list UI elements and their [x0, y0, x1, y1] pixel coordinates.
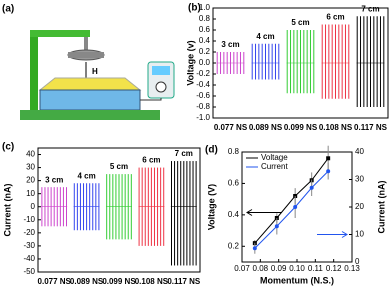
x-tick-label: 0.08 — [253, 264, 269, 273]
group-label: 7 cm — [361, 4, 379, 13]
group-label: 4 cm — [77, 171, 95, 180]
panel-label: (a) — [2, 4, 14, 15]
y-tick-label: -10 — [23, 215, 35, 224]
y-tick-label: -0.6 — [196, 91, 210, 100]
momentum-label: 0.117 NS — [167, 277, 201, 286]
y-tick-label: -20 — [23, 228, 35, 237]
device — [39, 89, 141, 111]
group-label: 7 cm — [175, 149, 193, 158]
momentum-label: 0.077 NS — [214, 123, 248, 132]
marker — [326, 156, 331, 161]
y-axis-title: Voltage (V) — [206, 184, 216, 230]
x-tick-label: 0.12 — [326, 264, 342, 273]
x-tick-label: 0.10 — [289, 264, 305, 273]
y-tick-label: -30 — [23, 241, 35, 250]
momentum-label: 0.117 NS — [354, 123, 388, 132]
momentum-label: 0.089 NS — [70, 277, 104, 286]
x-tick-label: 0.09 — [271, 264, 287, 273]
marker — [274, 224, 279, 229]
y-tick-label: 40 — [26, 150, 35, 159]
y-tick-label: 0.6 — [228, 179, 240, 188]
y-axis-title: Voltage (v) — [185, 40, 195, 85]
base — [20, 110, 160, 120]
group-label: 6 cm — [142, 156, 160, 165]
y-tick-label: 0 — [31, 202, 36, 211]
group-label: 5 cm — [291, 18, 309, 27]
x-axis-title: Momentum (N.S.) — [260, 275, 334, 285]
y-tick-label: 0.2 — [228, 241, 240, 250]
x-tick-label: 0.07 — [234, 264, 250, 273]
marker — [252, 246, 257, 251]
momentum-label: 0.108 NS — [319, 123, 353, 132]
momentum-label: 0.099 NS — [284, 123, 318, 132]
wire — [140, 98, 162, 101]
y-tick-label: -0.4 — [196, 80, 210, 89]
plot-frame — [37, 147, 201, 273]
device-top — [38, 77, 142, 91]
y2-axis-title: Current (nA) — [376, 181, 386, 234]
y-tick-label: -40 — [23, 254, 35, 263]
marker — [293, 205, 298, 209]
momentum-label: 0.099 NS — [102, 277, 136, 286]
legend-label: Current — [261, 162, 288, 171]
y-tick-label: 0.2 — [199, 47, 211, 56]
stand — [30, 30, 38, 112]
group-label: 4 cm — [256, 32, 274, 41]
y-tick-label: 20 — [355, 202, 364, 211]
y-tick-label: 0.6 — [199, 25, 211, 34]
panel-a: (a) H — [2, 4, 175, 120]
y-tick-label: 0.4 — [228, 210, 240, 219]
y-tick-label: 10 — [26, 189, 35, 198]
panel-label: (d) — [205, 145, 218, 156]
height-label: H — [92, 67, 98, 76]
y-tick-label: -0.2 — [196, 69, 210, 78]
group-label: 5 cm — [110, 162, 128, 171]
y-tick-label: 1.0 — [199, 3, 211, 12]
y-tick-label: 40 — [355, 147, 364, 156]
series-line — [254, 170, 329, 249]
group-label: 3 cm — [221, 40, 239, 49]
y-axis-title: Current (nA) — [2, 184, 12, 237]
y-tick-label: 0.4 — [199, 36, 211, 45]
arrow-left — [246, 209, 282, 216]
y-tick-label: 0 — [355, 257, 360, 266]
meter-dial — [155, 81, 167, 93]
y-tick-label: -50 — [23, 267, 35, 276]
x-tick-label: 0.13 — [344, 264, 360, 273]
meter-screen — [152, 66, 170, 75]
x-tick-label: 0.11 — [308, 264, 324, 273]
panel-label: (b) — [188, 3, 201, 14]
y-tick-label: 30 — [26, 163, 35, 172]
momentum-label: 0.077 NS — [38, 277, 72, 286]
y-tick-label: 10 — [355, 230, 364, 239]
group-label: 6 cm — [326, 13, 344, 22]
weight-body — [68, 52, 104, 58]
y-tick-label: -0.8 — [196, 102, 210, 111]
momentum-label: 0.108 NS — [135, 277, 169, 286]
marker — [326, 169, 331, 174]
rod — [84, 37, 88, 51]
panel-label: (c) — [2, 142, 14, 153]
y-tick-label: 0.8 — [199, 14, 211, 23]
y-tick-label: 0.8 — [228, 147, 240, 156]
marker — [309, 185, 314, 190]
legend-label: Voltage — [261, 153, 288, 162]
arrow-right — [317, 231, 348, 238]
momentum-label: 0.089 NS — [249, 123, 283, 132]
y-tick-label: -1.0 — [196, 113, 210, 122]
y-tick-label: 20 — [26, 176, 35, 185]
stand-arm — [30, 30, 90, 37]
group-label: 3 cm — [45, 175, 63, 184]
y-tick-label: 30 — [355, 175, 364, 184]
y-tick-label: 0.0 — [199, 58, 211, 67]
